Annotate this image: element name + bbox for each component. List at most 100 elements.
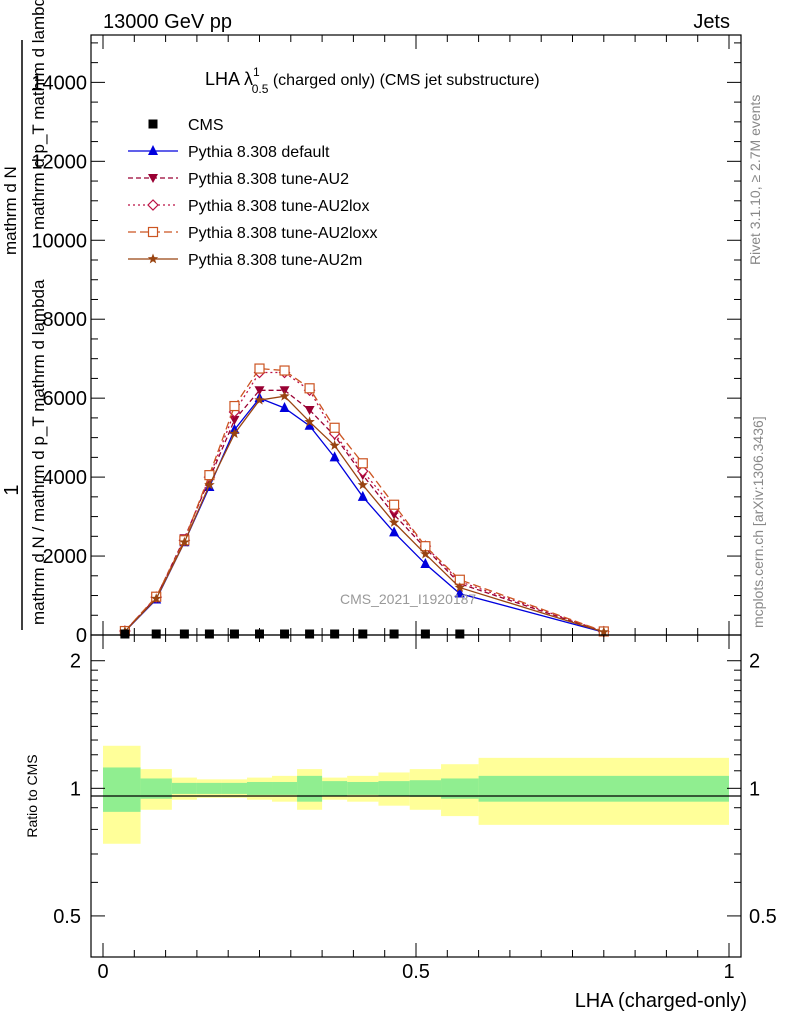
cms-data-point	[280, 629, 290, 639]
ratio-band-green	[378, 781, 410, 796]
ratio-y-tick-label-right: 2	[749, 651, 760, 673]
ratio-band-green	[347, 781, 379, 795]
y-tick-label: 6000	[43, 388, 88, 410]
ratio-y-tick-label: 1	[70, 778, 81, 800]
data-point	[151, 593, 162, 604]
y-tick-label: 10000	[31, 230, 87, 252]
data-point	[329, 451, 340, 462]
data-point	[454, 587, 465, 598]
ratio-y-tick-label-right: 0.5	[749, 906, 777, 928]
ratio-band-green	[103, 767, 141, 812]
ratio-y-tick-label: 0.5	[53, 906, 81, 928]
legend-label: Pythia 8.308 tune-AU2	[188, 171, 349, 188]
data-point	[356, 465, 369, 478]
legend-label: Pythia 8.308 tune-AU2lox	[188, 198, 369, 215]
cms-data-point	[305, 629, 315, 639]
data-point	[357, 479, 368, 490]
series-cms	[120, 629, 465, 639]
ratio-band-green	[322, 781, 348, 796]
cms-data-point	[455, 629, 465, 639]
main-series-layer	[119, 363, 610, 639]
cms-data-point	[358, 629, 368, 639]
y-tick-label: 0	[76, 625, 87, 647]
data-point	[254, 363, 265, 374]
data-point	[279, 386, 290, 396]
ratio-band-green	[441, 778, 479, 799]
data-point	[388, 517, 400, 527]
cms-data-point	[420, 629, 430, 639]
y-tick-label: 8000	[43, 309, 88, 331]
main-title: LHA λ1 0.5 (charged only) (CMS jet substr…	[205, 65, 540, 96]
series-pythia-8-308-tune-au2m	[119, 390, 609, 637]
data-point	[147, 199, 159, 211]
data-point	[148, 174, 158, 183]
cms-data-point	[229, 629, 239, 639]
ratio-frame	[90, 634, 742, 958]
x-tick-label: 0.5	[402, 961, 430, 983]
cms-data-point	[255, 629, 264, 639]
cms-data-point	[179, 629, 189, 639]
title-sup: 1	[253, 65, 260, 79]
ratio-band-green	[409, 780, 442, 797]
data-point	[304, 416, 315, 427]
data-point	[357, 490, 368, 501]
data-point	[389, 510, 400, 520]
data-point	[254, 394, 265, 405]
ratio-band-green	[171, 782, 197, 794]
data-point	[388, 499, 400, 510]
legend-label: Pythia 8.308 tune-AU2m	[188, 252, 362, 269]
legend: CMS Pythia 8.308 default Pythia 8.308 tune…	[128, 117, 377, 269]
ratio-ylabel: Ratio to CMS	[24, 754, 40, 837]
data-point	[147, 226, 159, 238]
ratio-band-green	[297, 775, 323, 802]
data-point	[229, 428, 240, 439]
ratio-band-green	[140, 778, 172, 799]
cms-data-point	[330, 629, 340, 639]
data-point	[329, 422, 340, 433]
legend-label: CMS	[188, 117, 224, 134]
ylabel-top: mathrm d N	[1, 166, 20, 255]
data-point	[179, 536, 190, 547]
ratio-bands	[103, 745, 729, 844]
legend-label: Pythia 8.308 default	[188, 144, 330, 161]
cms-data-point	[151, 629, 161, 639]
ratio-y-tick-label: 2	[70, 651, 81, 673]
y-tick-label: 14000	[31, 72, 87, 94]
header-right: Jets	[693, 11, 730, 33]
rivet-label: Rivet 3.1.10, ≥ 2.7M events	[747, 95, 763, 265]
ylabel-numerator: 1	[1, 484, 23, 495]
legend-label: Pythia 8.308 tune-AU2loxx	[188, 225, 377, 242]
title-prefix: LHA λ	[205, 69, 253, 89]
data-point	[279, 365, 290, 376]
data-point	[454, 582, 466, 593]
data-point	[420, 557, 431, 568]
data-point	[279, 390, 290, 401]
main-panel: 0 2000 4000 6000 8000 10000 12000 14000 CMS Pyth…	[1, 0, 742, 647]
data-point	[254, 386, 265, 396]
y-tick-label: 4000	[43, 467, 88, 489]
ratio-band-green	[272, 781, 298, 795]
title-sub: 0.5	[252, 82, 269, 96]
data-point	[329, 440, 340, 450]
main-axis-ticks: 0 2000 4000 6000 8000 10000 12000 14000	[31, 35, 741, 647]
ratio-y-tick-label-right: 1	[749, 778, 760, 800]
data-point	[229, 400, 240, 412]
ylabel-denominator: mathrm d N / mathrm d p_T mathrm d lambd…	[29, 279, 48, 625]
x-tick-label: 0	[97, 961, 108, 983]
y-tick-label: 2000	[43, 546, 88, 568]
cms-data-point	[120, 629, 130, 639]
data-point	[598, 626, 609, 637]
ratio-band-green	[196, 782, 222, 794]
data-point	[147, 253, 159, 264]
series-line	[124, 367, 605, 633]
header-left: 13000 GeV pp	[103, 11, 232, 33]
cms-data-point	[148, 119, 158, 129]
data-point	[148, 145, 158, 155]
ratio-axis-ticks: 0.5 0.5 1 1 2 2 0 0.5 1	[53, 635, 777, 983]
title-suffix: (charged only) (CMS jet substructure)	[268, 72, 539, 89]
ratio-band-green	[221, 782, 247, 794]
ylabel-right: mathrm d p_T mathrm d lambda	[29, 0, 48, 230]
y-tick-label: 12000	[31, 151, 87, 173]
ratio-band-green	[246, 781, 273, 795]
